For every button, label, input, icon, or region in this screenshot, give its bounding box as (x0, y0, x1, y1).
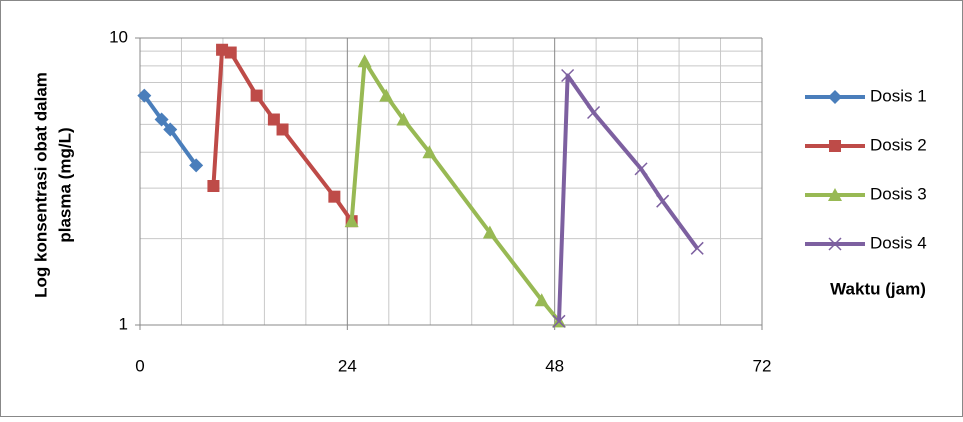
y-tick-label: 10 (109, 27, 128, 46)
legend-label: Dosis 4 (870, 233, 927, 252)
legend-label: Dosis 3 (870, 184, 927, 203)
marker (276, 123, 289, 136)
marker (422, 145, 437, 159)
y-tick-label: 1 (119, 314, 128, 333)
marker (396, 112, 411, 126)
marker (344, 214, 359, 228)
marker (250, 89, 263, 102)
series-line (556, 73, 699, 322)
marker (690, 241, 704, 255)
y-axis-label: Log konsentrasi obat dalam (31, 72, 50, 298)
marker (357, 54, 372, 68)
marker (189, 158, 204, 173)
x-tick-label: 0 (135, 356, 144, 375)
marker (137, 88, 152, 103)
legend-label: Dosis 2 (870, 135, 927, 154)
y-axis-label: plasma (mg/L) (55, 127, 74, 242)
marker (154, 112, 169, 127)
marker (328, 190, 341, 203)
marker (267, 113, 280, 126)
marker (207, 180, 220, 193)
marker (534, 293, 549, 307)
x-axis-label: Waktu (jam) (830, 279, 926, 298)
marker (379, 88, 394, 102)
legend-marker (829, 140, 841, 152)
marker (224, 46, 237, 59)
marker (656, 194, 670, 208)
marker (587, 105, 601, 120)
marker (561, 69, 575, 83)
marker (482, 225, 497, 239)
x-tick-label: 72 (753, 356, 772, 375)
marker (634, 162, 648, 176)
x-tick-label: 48 (545, 356, 564, 375)
x-tick-label: 24 (338, 356, 357, 375)
legend-marker (828, 188, 842, 201)
legend-marker (828, 90, 842, 104)
marker (552, 314, 566, 328)
marker (163, 122, 178, 137)
series-line (142, 94, 198, 167)
legend-label: Dosis 1 (870, 86, 927, 105)
legend-marker (828, 237, 842, 251)
